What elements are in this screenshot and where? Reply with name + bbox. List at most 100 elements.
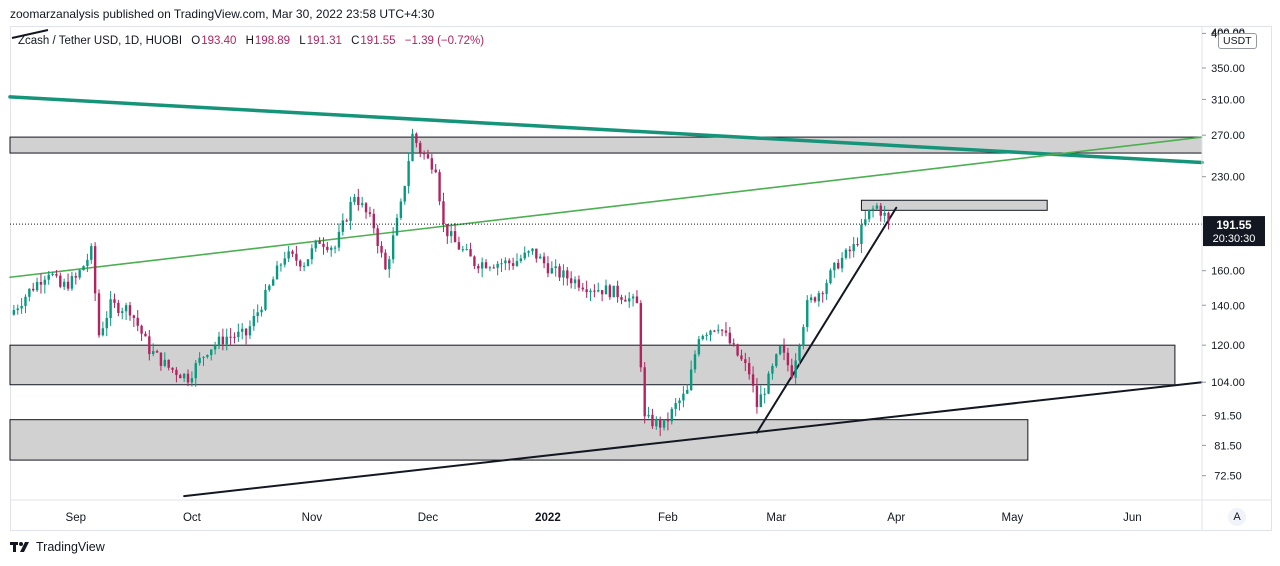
candle-body	[539, 256, 542, 259]
candle-body	[399, 201, 403, 218]
candle-body	[256, 312, 259, 317]
candle-body	[39, 282, 43, 285]
candle-body	[186, 373, 190, 383]
change-value: −1.39 (−0.72%)	[404, 35, 485, 47]
candle-body	[194, 363, 197, 379]
candle-body	[376, 228, 379, 246]
candle-body	[117, 302, 120, 313]
candle-body	[82, 266, 85, 271]
x-tick-label: May	[1001, 512, 1023, 524]
last-price-box	[1203, 216, 1265, 247]
candle-body	[225, 336, 228, 345]
candle-body	[461, 249, 465, 251]
candle-body	[864, 219, 867, 225]
candle-body	[28, 288, 31, 297]
candle-body	[705, 334, 708, 336]
candle-body	[585, 289, 588, 293]
auto-scale-button[interactable]: A	[1228, 508, 1246, 526]
candle-body	[477, 266, 480, 269]
candle-body	[66, 281, 70, 289]
candle-body	[210, 349, 213, 355]
candle-body	[802, 327, 805, 346]
currency-badge[interactable]: USDT	[1218, 33, 1257, 49]
candle-body	[32, 288, 35, 291]
candle-body	[128, 305, 132, 316]
zone-box-3	[9, 344, 1176, 386]
candle-body	[179, 375, 182, 379]
candle-body	[70, 276, 74, 289]
candle-body	[504, 260, 507, 264]
candle-body	[202, 356, 205, 358]
y-tick-label: 72.50	[1214, 471, 1242, 483]
candle-body	[144, 333, 147, 337]
candle-body	[732, 343, 735, 345]
countdown-label: 20:30:30	[1213, 233, 1256, 245]
candle-body	[682, 393, 685, 401]
candle-body	[717, 329, 720, 331]
candle-body	[360, 203, 364, 206]
y-tick-label: 310.00	[1211, 94, 1245, 106]
candle-body	[159, 352, 163, 366]
open-label: O	[191, 35, 201, 47]
candle-body	[109, 299, 112, 319]
candle-body	[736, 344, 739, 356]
candle-body	[566, 270, 569, 279]
candle-body	[43, 279, 47, 285]
candle-body	[806, 300, 809, 328]
candle-body	[241, 328, 244, 332]
candle-body	[647, 414, 650, 417]
candle-body	[550, 268, 554, 274]
candle-body	[326, 246, 329, 250]
close-value: 191.55	[360, 35, 396, 47]
candle-body	[465, 249, 468, 251]
candle-body	[604, 285, 608, 295]
candle-body	[407, 160, 410, 187]
candle-body	[16, 308, 19, 311]
candle-body	[163, 359, 167, 366]
candle-body	[747, 363, 751, 375]
candle-body	[867, 209, 871, 220]
candle-body	[446, 223, 449, 237]
candle-body	[581, 287, 584, 290]
candle-body	[569, 278, 573, 284]
candle-body	[879, 205, 882, 216]
candle-body	[651, 414, 654, 427]
candle-body	[403, 186, 406, 202]
candle-body	[419, 143, 422, 153]
candle-body	[302, 265, 306, 267]
candle-body	[337, 231, 341, 248]
candle-body	[608, 285, 612, 298]
candle-body	[453, 231, 457, 243]
candle-body	[151, 351, 155, 355]
candle-body	[264, 289, 267, 310]
candle-body	[844, 249, 848, 258]
candle-body	[751, 374, 755, 386]
candle-body	[790, 365, 793, 378]
y-tick-label: 104.00	[1211, 377, 1245, 389]
candle-body	[798, 345, 801, 361]
candle-body	[720, 329, 724, 331]
candle-body	[852, 244, 855, 252]
candle-body	[883, 212, 886, 216]
candle-body	[856, 244, 859, 246]
candle-body	[291, 251, 294, 254]
high-label: H	[245, 35, 254, 47]
candle-body	[260, 309, 263, 313]
candle-body	[97, 293, 101, 336]
candle-body	[101, 328, 105, 336]
candle-body	[492, 267, 495, 269]
footer-brand[interactable]: TradingView	[10, 540, 105, 554]
y-tick-label: 91.50	[1214, 410, 1242, 422]
candle-body	[469, 249, 472, 257]
candle-body	[755, 385, 759, 408]
candle-body	[415, 133, 418, 144]
candle-body	[388, 259, 391, 270]
candle-body	[121, 311, 124, 313]
candle-body	[631, 296, 635, 299]
candle-body	[775, 354, 778, 367]
candle-body	[678, 400, 681, 404]
candle-body	[86, 259, 89, 267]
candle-body	[136, 317, 139, 326]
candle-body	[132, 315, 136, 318]
